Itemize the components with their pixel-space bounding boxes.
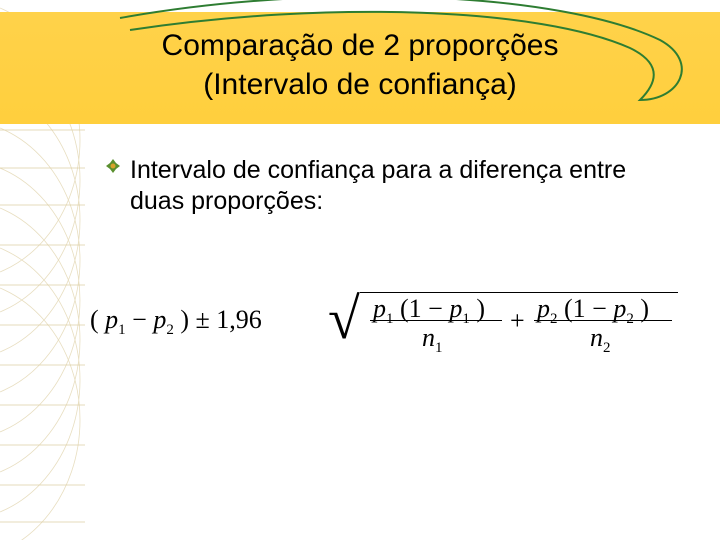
confidence-interval-formula: ( p1 − p2 ) ± 1,96 √ p1 (1 − p1 ) n1 + p…: [90, 270, 630, 360]
radical-icon: √: [328, 290, 360, 348]
frac2-denominator: n2: [590, 323, 611, 353]
formula-prefix: ( p1 − p2 ) ± 1,96: [90, 305, 262, 335]
title-line1: Comparação de 2 proporções: [162, 29, 559, 62]
bullet-icon: [106, 159, 120, 173]
bullet-text: Intervalo de confiança para a diferença …: [130, 155, 666, 218]
slide-title: Comparação de 2 proporções (Intervalo de…: [0, 26, 720, 104]
title-line2: (Intervalo de confiança): [203, 68, 517, 101]
radical-bar: [360, 292, 678, 293]
bullet-item: Intervalo de confiança para a diferença …: [106, 155, 666, 218]
frac1-denominator: n1: [422, 323, 443, 353]
frac2-bar: [534, 320, 672, 321]
frac1-bar: [370, 320, 502, 321]
plus-sign: +: [510, 306, 525, 336]
